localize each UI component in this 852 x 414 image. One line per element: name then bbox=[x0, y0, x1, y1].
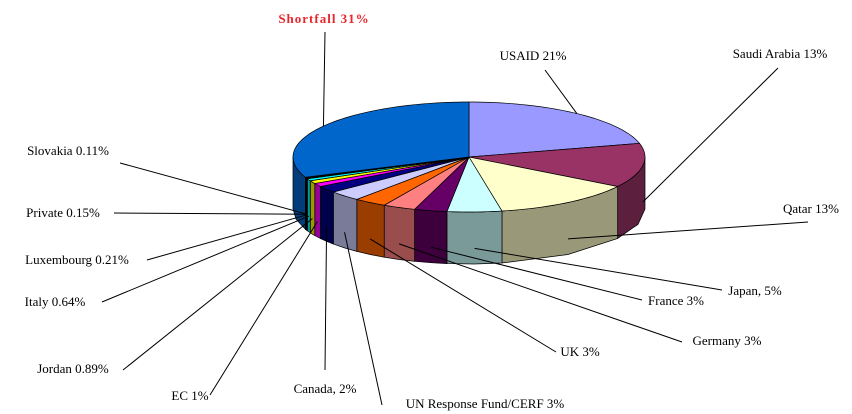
slice-label: Japan, 5% bbox=[728, 283, 782, 298]
slice bbox=[355, 156, 470, 206]
leader-line bbox=[322, 31, 326, 127]
leader-line bbox=[146, 214, 308, 261]
slice bbox=[332, 156, 470, 200]
slice-side bbox=[383, 204, 415, 262]
leader-line bbox=[567, 221, 809, 240]
slice-label: Italy 0.64% bbox=[25, 294, 86, 309]
slice-side bbox=[446, 210, 503, 265]
slice-label: France 3% bbox=[648, 293, 704, 308]
leader-line bbox=[113, 212, 307, 215]
slice bbox=[446, 156, 503, 213]
leader-line bbox=[122, 218, 313, 371]
slice-label: Slovakia 0.11% bbox=[27, 143, 109, 158]
slice-side bbox=[314, 182, 321, 240]
slice-label: Canada, 2% bbox=[294, 381, 357, 396]
slice bbox=[413, 156, 470, 212]
leader-line bbox=[119, 162, 306, 215]
slice-label: EC 1% bbox=[171, 388, 208, 403]
leader-line bbox=[642, 67, 779, 203]
slice-label: Private 0.15% bbox=[26, 205, 100, 220]
slice bbox=[468, 142, 646, 187]
leader-line bbox=[544, 69, 578, 114]
leader-line bbox=[369, 238, 557, 353]
slice-label: UN Response Fund/CERF 3% bbox=[406, 396, 565, 411]
slice-label: Luxembourg 0.21% bbox=[25, 252, 129, 267]
leader-line bbox=[430, 246, 643, 301]
leader-line bbox=[398, 243, 683, 343]
slice-label: Germany 3% bbox=[693, 333, 762, 348]
leader-line bbox=[344, 232, 383, 406]
slice bbox=[383, 156, 470, 210]
slice-side bbox=[306, 178, 311, 234]
slice-side bbox=[333, 191, 358, 252]
leader-line bbox=[101, 215, 309, 303]
slice-label: Saudi Arabia 13% bbox=[733, 46, 828, 61]
slice-label: Jordan 0.89% bbox=[37, 361, 109, 376]
slice bbox=[292, 101, 470, 178]
slice-side bbox=[414, 208, 448, 264]
slice-label: Shortfall 31% bbox=[278, 11, 369, 26]
slice-side bbox=[356, 198, 385, 258]
slice-label: UK 3% bbox=[560, 344, 600, 359]
slice-label: Qatar 13% bbox=[783, 201, 839, 216]
leader-line bbox=[209, 221, 318, 396]
slice bbox=[468, 156, 619, 212]
leader-line bbox=[324, 225, 328, 371]
slice-label: USAID 21% bbox=[500, 48, 567, 63]
leader-line bbox=[474, 247, 723, 291]
